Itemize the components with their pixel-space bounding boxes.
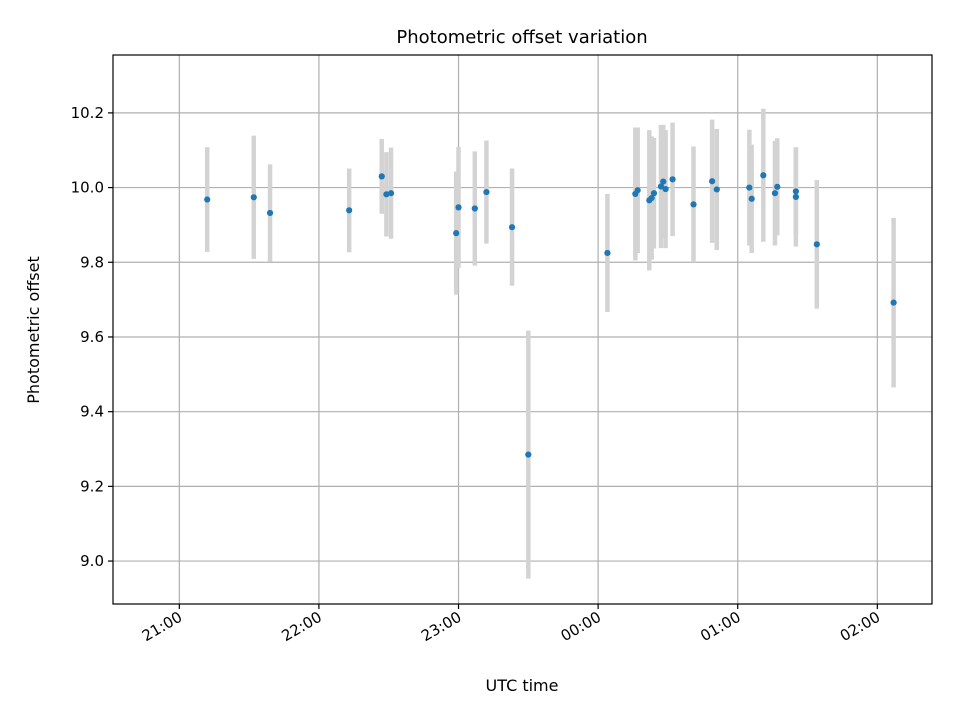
data-point [662,185,669,193]
data-point [471,205,478,212]
data-point [657,183,665,190]
y-tick-label: 9.6 [80,328,104,346]
data-point [760,172,767,179]
data-point [792,188,799,195]
data-point [748,195,755,202]
y-tick-label: 9.8 [80,253,104,271]
data-point [890,299,897,306]
y-tick-label: 10.2 [71,104,104,122]
data-point [813,241,820,248]
data-points [204,172,897,458]
x-axis-label: UTC time [486,676,559,695]
data-point [604,249,611,257]
data-point [746,184,753,191]
data-point [383,191,390,198]
y-tick-label: 9.0 [80,552,104,570]
data-point [690,201,697,208]
data-point [669,176,676,183]
data-point [648,194,655,202]
data-point [508,224,516,231]
data-point [713,186,720,193]
data-point [650,190,658,197]
data-point [634,187,641,194]
data-point [453,230,460,237]
data-point [792,193,799,201]
data-point [483,188,490,196]
data-point [387,190,395,197]
data-point [709,178,716,185]
y-axis-label: Photometric offset [24,256,43,404]
data-point [774,183,781,190]
data-point [266,209,274,217]
data-point [346,207,353,214]
data-point [660,178,667,185]
y-tick-label: 10.0 [71,179,104,197]
grid [113,55,932,604]
data-point [378,173,385,180]
chart-title: Photometric offset variation [396,27,647,48]
data-point [250,194,257,201]
plot-frame [112,54,933,605]
y-tick-label: 9.2 [80,477,104,495]
data-point [771,190,779,197]
data-point [525,451,532,458]
data-point [455,204,462,211]
data-point [204,196,211,203]
y-tick-label: 9.4 [80,403,104,421]
